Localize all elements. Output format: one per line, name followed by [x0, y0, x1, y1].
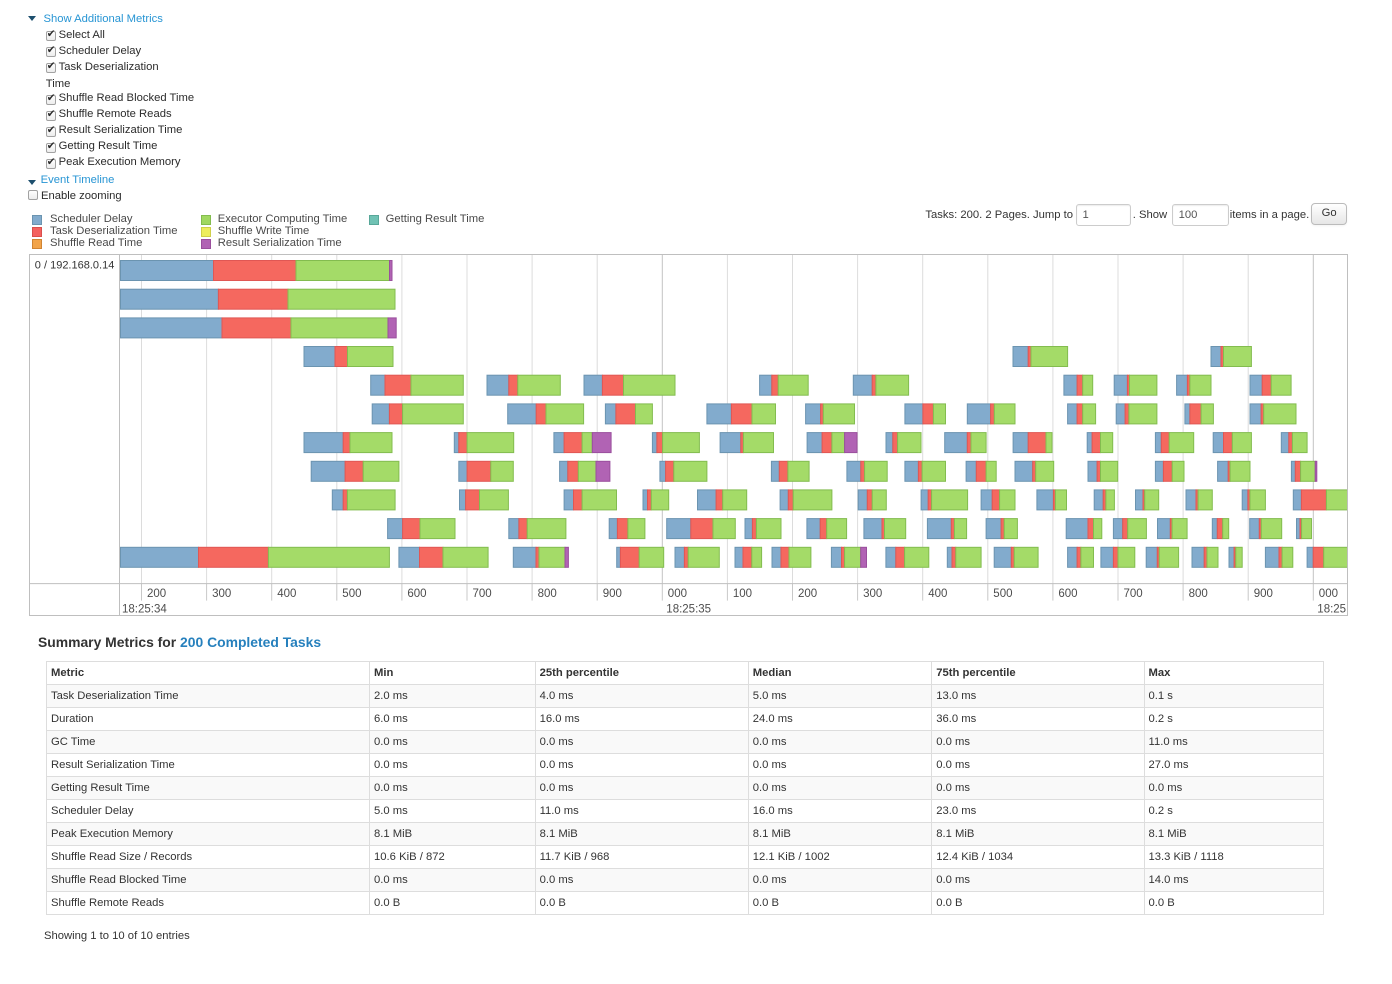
- svg-text:800: 800: [1189, 588, 1208, 600]
- svg-text:0 / 192.168.0.14: 0 / 192.168.0.14: [35, 260, 115, 272]
- svg-text:400: 400: [277, 588, 296, 600]
- svg-text:18:25:34: 18:25:34: [122, 604, 167, 616]
- svg-text:200: 200: [147, 588, 166, 600]
- svg-text:800: 800: [538, 588, 557, 600]
- svg-text:300: 300: [212, 588, 231, 600]
- svg-text:200: 200: [798, 588, 817, 600]
- svg-text:000: 000: [1319, 588, 1338, 600]
- svg-text:500: 500: [993, 588, 1012, 600]
- svg-text:600: 600: [1058, 588, 1077, 600]
- svg-text:500: 500: [342, 588, 361, 600]
- svg-text:900: 900: [1254, 588, 1273, 600]
- svg-text:18:25:35: 18:25:35: [666, 604, 711, 616]
- svg-text:100: 100: [733, 588, 752, 600]
- svg-text:400: 400: [928, 588, 947, 600]
- svg-text:700: 700: [1124, 588, 1143, 600]
- svg-text:18:25:36: 18:25:36: [1317, 604, 1348, 616]
- svg-text:300: 300: [863, 588, 882, 600]
- svg-text:000: 000: [668, 588, 687, 600]
- svg-text:700: 700: [473, 588, 492, 600]
- svg-text:900: 900: [603, 588, 622, 600]
- svg-text:600: 600: [407, 588, 426, 600]
